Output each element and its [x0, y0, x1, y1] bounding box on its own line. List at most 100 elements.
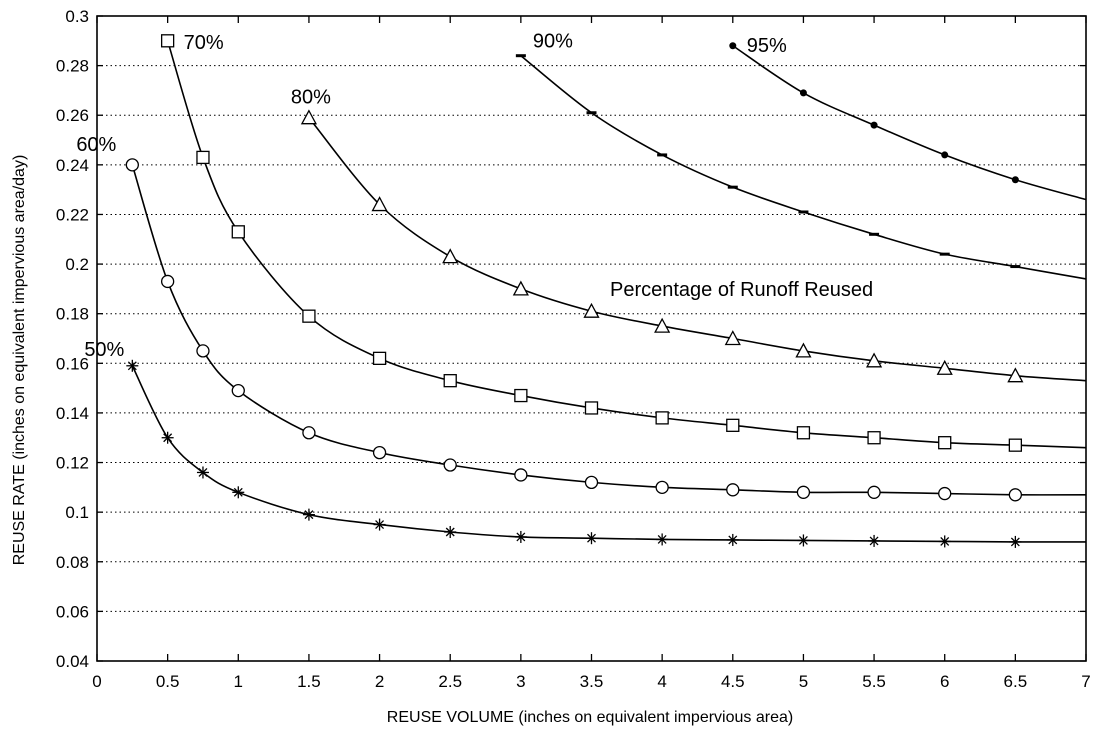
data-point-50	[656, 533, 669, 546]
grid-layer	[97, 65, 1086, 612]
x-tick-label: 5.5	[862, 672, 886, 691]
series-layer: 50%60% 70% 80% 90% 95%	[76, 31, 1087, 548]
x-axis-title: REUSE VOLUME (inches on equivalent imper…	[387, 709, 793, 726]
y-tick-label: 0.2	[65, 255, 89, 274]
y-tick-label: 0.04	[56, 652, 89, 671]
data-point-60	[726, 483, 740, 497]
data-point-70	[514, 388, 528, 403]
data-point-70	[196, 150, 210, 165]
data-point-70	[655, 411, 669, 425]
data-point-60	[372, 445, 387, 460]
annotation-percentage-of-runoff-reused: Percentage of Runoff Reused	[610, 279, 873, 301]
data-point-50	[161, 431, 174, 444]
y-tick-label: 0.1	[65, 503, 89, 522]
series-line-90	[520, 55, 1087, 280]
plot-frame	[96, 15, 1087, 662]
data-point-70	[584, 401, 599, 415]
data-point-70	[302, 309, 316, 323]
data-point-70	[443, 374, 457, 388]
x-tick-label: 6.5	[1004, 672, 1028, 691]
x-tick-label: 2.5	[438, 672, 462, 691]
data-point-60	[867, 485, 881, 499]
series-line-50	[131, 365, 1087, 543]
data-point-80	[654, 317, 671, 333]
data-point-80	[865, 352, 883, 368]
data-point-70	[796, 426, 811, 440]
series-label-50: 50%	[84, 339, 124, 361]
y-tick-label: 0.22	[56, 205, 89, 224]
y-tick-label: 0.26	[56, 106, 89, 125]
x-tick-label: 1	[234, 672, 243, 691]
data-point-60	[443, 458, 457, 472]
data-point-95	[729, 42, 737, 50]
series-80: 80%	[291, 87, 1087, 383]
data-point-80	[724, 330, 741, 346]
x-tick-label: 5	[799, 672, 808, 691]
data-point-50	[444, 526, 457, 538]
series-label-70: 70%	[184, 32, 224, 54]
data-point-60	[584, 475, 599, 490]
y-tick-label: 0.12	[56, 454, 89, 473]
series-label-80: 80%	[291, 87, 331, 109]
data-point-80	[1007, 367, 1024, 383]
data-point-50	[232, 486, 245, 499]
series-line-95	[732, 45, 1087, 201]
data-point-70	[867, 431, 881, 445]
data-point-70	[726, 418, 740, 432]
data-point-95	[1011, 176, 1019, 184]
data-point-60	[231, 383, 245, 398]
data-point-50	[1009, 535, 1022, 548]
data-point-80	[583, 302, 600, 318]
data-point-60	[302, 426, 316, 440]
y-axis-title: REUSE RATE (inches on equivalent impervi…	[11, 155, 28, 566]
x-tick-label: 3	[516, 672, 525, 691]
x-tick-label: 3.5	[580, 672, 604, 691]
x-tick-label: 0	[92, 672, 101, 691]
x-tick-label: 1.5	[297, 672, 321, 691]
x-tick-label: 4.5	[721, 672, 745, 691]
data-point-50	[726, 533, 739, 546]
data-point-50	[126, 359, 139, 372]
series-line-60	[131, 164, 1087, 496]
data-point-80	[512, 280, 529, 296]
data-point-60	[655, 480, 669, 494]
data-point-50	[196, 466, 209, 479]
data-point-60	[160, 274, 175, 289]
data-point-80	[300, 109, 318, 125]
series-50: 50%	[84, 339, 1087, 548]
data-point-70	[1008, 438, 1023, 452]
data-point-70	[231, 225, 245, 239]
series-line-80	[308, 117, 1087, 382]
data-point-50	[514, 530, 527, 543]
x-tick-label: 4	[657, 672, 666, 691]
data-point-50	[797, 534, 810, 547]
y-tick-label: 0.14	[56, 404, 89, 423]
data-point-50	[868, 534, 881, 547]
data-point-70	[160, 34, 175, 48]
y-tick-label: 0.06	[56, 602, 89, 621]
data-point-80	[442, 248, 459, 264]
data-point-70	[938, 436, 952, 450]
x-tick-label: 0.5	[156, 672, 180, 691]
data-point-95	[870, 121, 878, 129]
data-point-60	[514, 468, 528, 482]
x-tick-label: 2	[375, 672, 384, 691]
y-tick-label: 0.24	[56, 156, 89, 175]
x-tick-label: 7	[1081, 672, 1090, 691]
axis-layer: 0.04 0.06 0.08 0.1 0.12 0.14 0.16 0.18 0.2 0.22 0.…	[56, 7, 1091, 691]
x-tick-label: 6	[940, 672, 949, 691]
data-point-60	[796, 485, 811, 499]
y-tick-label: 0.08	[56, 553, 89, 572]
data-point-50	[585, 532, 598, 545]
data-point-80	[795, 342, 812, 358]
data-point-60	[125, 158, 139, 172]
data-point-80	[371, 196, 388, 212]
y-tick-label: 0.3	[65, 7, 89, 26]
y-tick-label: 0.16	[56, 354, 89, 373]
y-tick-label: 0.18	[56, 305, 89, 324]
series-90: 90%	[515, 31, 1087, 280]
data-point-95	[799, 89, 807, 97]
data-point-80	[936, 359, 953, 375]
